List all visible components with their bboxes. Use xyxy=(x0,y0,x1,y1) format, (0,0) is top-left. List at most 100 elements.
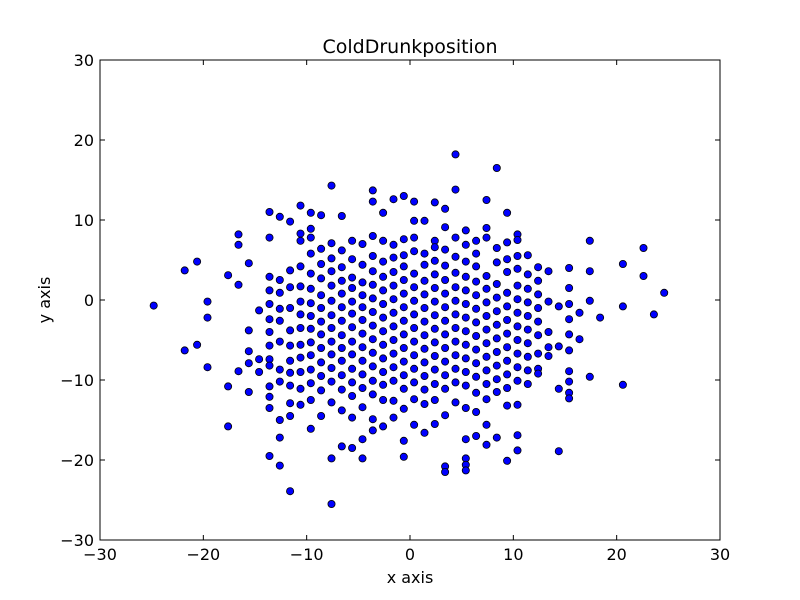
data-point-326 xyxy=(482,271,491,280)
data-point-331 xyxy=(482,339,491,348)
data-point-380 xyxy=(523,251,532,260)
data-point-327 xyxy=(482,284,491,293)
data-point-106 xyxy=(327,296,336,305)
data-point-57 xyxy=(286,399,295,408)
data-point-370 xyxy=(513,295,522,304)
data-point-406 xyxy=(554,384,563,393)
data-point-191 xyxy=(389,267,398,276)
data-point-315 xyxy=(472,318,481,327)
data-point-27 xyxy=(265,299,274,308)
data-point-419 xyxy=(575,335,584,344)
axis-ticks xyxy=(99,59,721,541)
data-point-319 xyxy=(472,372,481,381)
data-point-429 xyxy=(639,271,648,280)
data-point-401 xyxy=(544,327,553,336)
data-point-293 xyxy=(461,240,470,249)
x-tick-label-0: −30 xyxy=(83,545,117,564)
data-point-131 xyxy=(348,255,357,264)
data-point-25 xyxy=(265,272,274,281)
data-point-17 xyxy=(244,347,253,356)
data-point-272 xyxy=(441,357,450,366)
data-point-122 xyxy=(337,316,346,325)
data-point-394 xyxy=(534,317,543,326)
data-point-103 xyxy=(327,254,336,263)
data-point-13 xyxy=(234,280,243,289)
x-tick-label-4: 10 xyxy=(503,545,523,564)
data-point-362 xyxy=(503,383,512,392)
data-point-228 xyxy=(410,351,419,360)
data-point-415 xyxy=(565,377,574,386)
data-point-197 xyxy=(389,349,398,358)
data-point-67 xyxy=(296,323,305,332)
data-point-118 xyxy=(337,263,346,272)
data-point-349 xyxy=(492,387,501,396)
data-point-227 xyxy=(410,337,419,346)
data-point-76 xyxy=(306,249,315,258)
data-point-264 xyxy=(441,245,450,254)
data-point-347 xyxy=(492,361,501,370)
data-point-124 xyxy=(337,343,346,352)
data-point-258 xyxy=(430,365,439,374)
data-point-359 xyxy=(503,343,512,352)
data-point-61 xyxy=(296,229,305,238)
data-point-355 xyxy=(503,288,512,297)
data-point-203 xyxy=(399,235,408,244)
data-point-417 xyxy=(565,394,574,403)
data-point-221 xyxy=(410,247,419,256)
data-point-428 xyxy=(639,243,648,252)
data-point-144 xyxy=(358,239,367,248)
data-point-23 xyxy=(265,207,274,216)
data-point-38 xyxy=(275,275,284,284)
data-point-395 xyxy=(534,331,543,340)
data-point-178 xyxy=(379,286,388,295)
data-point-30 xyxy=(265,341,274,350)
data-point-116 xyxy=(337,211,346,220)
data-point-22 xyxy=(255,367,264,376)
data-point-348 xyxy=(492,375,501,384)
data-point-53 xyxy=(286,341,295,350)
data-point-83 xyxy=(306,351,315,360)
data-point-249 xyxy=(430,243,439,252)
data-point-29 xyxy=(265,327,274,336)
data-point-224 xyxy=(410,296,419,305)
data-point-215 xyxy=(399,404,408,413)
data-point-34 xyxy=(265,392,274,401)
data-point-410 xyxy=(565,299,574,308)
tick-labels: −30 −20 −10 0 10 20 30 −30 −20 −10 0 10 20 30 xyxy=(60,51,730,564)
data-point-321 xyxy=(472,407,481,416)
data-point-71 xyxy=(296,384,305,393)
data-point-231 xyxy=(410,395,419,404)
data-point-162 xyxy=(368,267,377,276)
data-point-294 xyxy=(461,257,470,266)
data-point-166 xyxy=(368,321,377,330)
data-point-236 xyxy=(420,276,429,285)
data-point-240 xyxy=(420,331,429,340)
data-point-399 xyxy=(544,267,553,276)
data-point-69 xyxy=(296,353,305,362)
plot-frame xyxy=(99,59,721,541)
data-point-88 xyxy=(317,211,326,220)
data-point-208 xyxy=(399,303,408,312)
data-point-313 xyxy=(472,291,481,300)
data-point-263 xyxy=(441,223,450,232)
data-point-60 xyxy=(296,201,305,210)
data-point-204 xyxy=(399,251,408,260)
data-point-314 xyxy=(472,304,481,313)
data-point-211 xyxy=(399,343,408,352)
data-point-175 xyxy=(379,236,388,245)
data-point-261 xyxy=(430,419,439,428)
data-point-322 xyxy=(472,431,481,440)
data-point-392 xyxy=(534,290,543,299)
data-point-386 xyxy=(523,339,532,348)
data-point-89 xyxy=(317,244,326,253)
data-point-65 xyxy=(296,297,305,306)
data-point-237 xyxy=(420,290,429,299)
data-point-205 xyxy=(399,262,408,271)
data-point-217 xyxy=(399,452,408,461)
data-point-164 xyxy=(368,294,377,303)
data-point-262 xyxy=(441,204,450,213)
data-point-110 xyxy=(327,350,336,359)
data-point-59 xyxy=(286,487,295,496)
data-point-4 xyxy=(193,340,202,349)
data-point-173 xyxy=(368,426,377,435)
